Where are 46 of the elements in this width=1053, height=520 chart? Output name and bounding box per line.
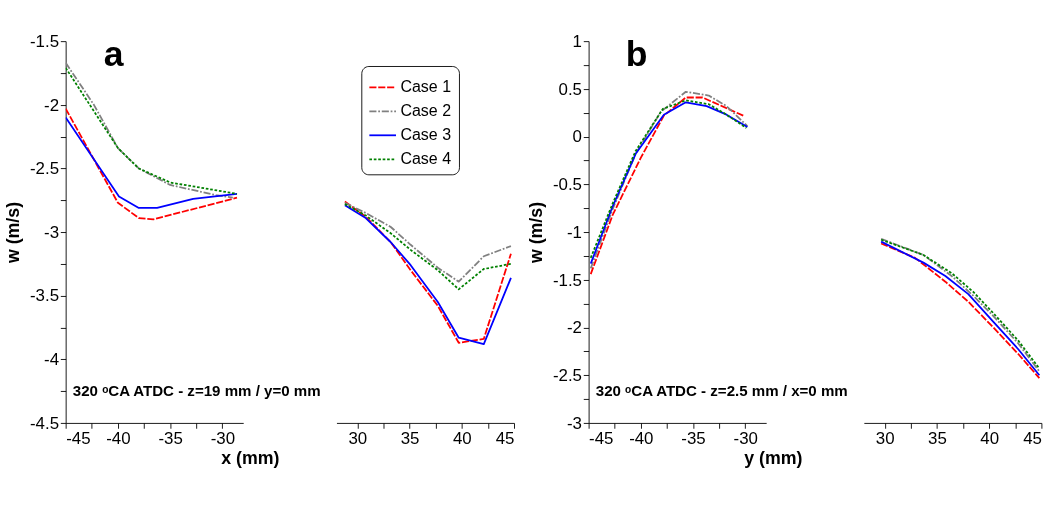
legend-label: Case 3: [400, 125, 452, 143]
chart-title: b: [625, 34, 648, 75]
y-tick-label: -1.5: [29, 31, 60, 51]
y-axis-title: w (m/s): [526, 201, 547, 265]
y-tick-label: -2: [44, 95, 60, 115]
x-tick-label: 45: [495, 428, 515, 448]
x-tick-label: -40: [106, 428, 131, 448]
y-tick-label: -1.5: [552, 270, 582, 290]
line-series: [65, 107, 238, 221]
y-tick-label: -2.5: [29, 159, 60, 179]
y-tick-label: 0: [572, 127, 582, 147]
x-axis-title: y (mm): [744, 447, 803, 468]
x-tick-label: 30: [875, 428, 895, 448]
chart-title: a: [103, 34, 124, 75]
x-tick-label: -45: [66, 428, 91, 448]
y-tick-label: -3: [44, 222, 60, 242]
x-tick-label: 40: [452, 428, 472, 448]
x-tick-label: -30: [210, 428, 236, 448]
y-tick-label: -4.5: [29, 413, 60, 433]
x-tick-label: 45: [1023, 428, 1042, 448]
annotation: 320 ᵒCA ATDC - z=19 mm / y=0 mm: [72, 382, 321, 400]
annotation: 320 ᵒCA ATDC - z=2.5 mm / x=0 mm: [595, 382, 848, 400]
legend-label: Case 4: [400, 149, 452, 167]
y-axis-title: w (m/s): [3, 201, 24, 265]
x-tick-label: 35: [400, 428, 420, 448]
x-tick-label: -35: [681, 428, 706, 448]
y-tick-label: -3: [566, 413, 582, 433]
y-tick-label: 1: [572, 31, 582, 51]
y-tick-label: -3.5: [29, 286, 60, 306]
y-tick-label: -0.5: [552, 175, 582, 195]
legend-label: Case 1: [400, 77, 452, 95]
x-tick-label: -30: [733, 428, 758, 448]
y-tick-label: -1: [566, 222, 582, 242]
x-tick-label: -35: [158, 428, 183, 448]
y-tick-label: 0.5: [558, 79, 582, 99]
x-tick-label: -40: [629, 428, 654, 448]
x-tick-label: -45: [589, 428, 614, 448]
x-tick-label: 35: [928, 428, 947, 448]
legend-label: Case 2: [400, 101, 452, 119]
line-series: [65, 116, 238, 209]
x-tick-label: 30: [348, 428, 368, 448]
y-tick-label: -2.5: [552, 366, 582, 386]
x-axis-title: x (mm): [221, 447, 280, 468]
y-tick-label: -4: [44, 350, 60, 370]
x-tick-label: 40: [980, 428, 1000, 448]
y-tick-label: -2: [566, 318, 582, 338]
